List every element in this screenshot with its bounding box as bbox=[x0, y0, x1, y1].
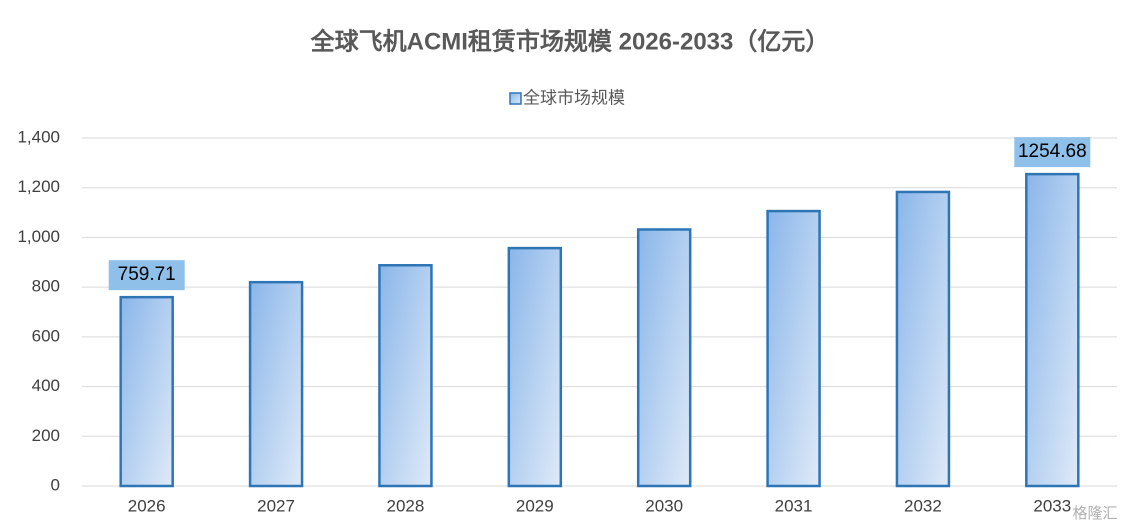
y-tick-label: 400 bbox=[32, 376, 60, 395]
bar bbox=[1025, 172, 1080, 488]
watermark: 格隆汇 bbox=[1072, 505, 1117, 522]
y-tick-label: 800 bbox=[32, 277, 60, 296]
legend-swatch bbox=[509, 92, 522, 105]
bar bbox=[636, 228, 692, 488]
y-tick-label: 200 bbox=[32, 426, 60, 445]
x-tick-label: 2027 bbox=[257, 496, 295, 515]
y-tick-label: 0 bbox=[51, 475, 60, 494]
bar bbox=[248, 280, 304, 488]
y-tick-label: 1,200 bbox=[17, 177, 60, 196]
x-tick-label: 2032 bbox=[904, 496, 942, 515]
y-tick-label: 1,400 bbox=[17, 127, 60, 146]
x-tick-label: 2026 bbox=[128, 496, 166, 515]
data-label: 759.71 bbox=[118, 264, 176, 285]
data-label: 1254.68 bbox=[1018, 141, 1087, 162]
bar bbox=[378, 264, 433, 488]
y-tick-label: 600 bbox=[32, 326, 60, 345]
data-label-box bbox=[108, 260, 185, 291]
x-tick-label: 2031 bbox=[775, 496, 813, 515]
bar bbox=[895, 190, 951, 488]
x-tick-label: 2033 bbox=[1033, 496, 1071, 515]
data-label-box bbox=[1014, 137, 1091, 168]
bar bbox=[766, 209, 821, 488]
bar bbox=[119, 295, 174, 488]
x-tick-label: 2028 bbox=[387, 496, 425, 515]
chart-title: 全球飞机ACMI租赁市场规模 2026-2033（亿元） bbox=[310, 27, 830, 55]
y-tick-label: 1,000 bbox=[17, 227, 60, 246]
legend-label: 全球市场规模 bbox=[523, 88, 625, 107]
bar bbox=[507, 246, 563, 488]
x-tick-label: 2030 bbox=[645, 496, 683, 515]
x-tick-label: 2029 bbox=[516, 496, 554, 515]
